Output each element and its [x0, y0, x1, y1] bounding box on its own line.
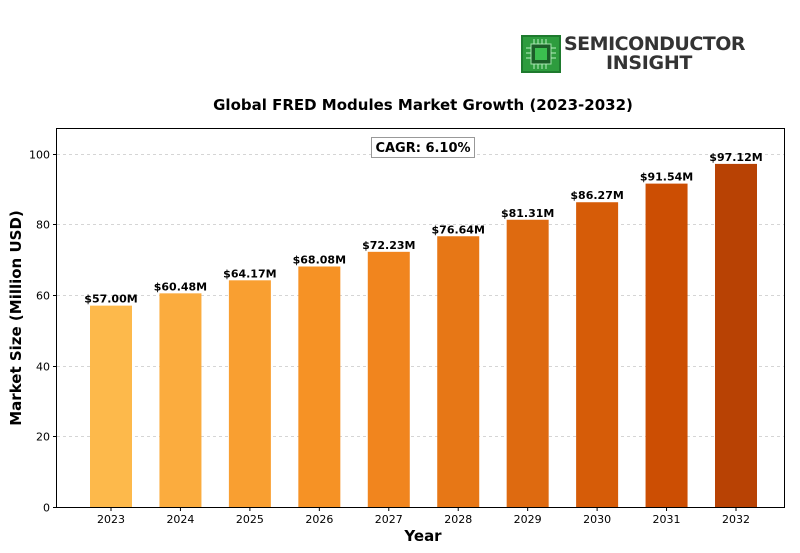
x-tick-label-2025: 2025: [236, 513, 264, 526]
bar-2029: [506, 219, 549, 508]
y-tick-label: 20: [36, 431, 50, 444]
bar-2032: [715, 163, 757, 507]
semiconductor-insight-logo: SEMICONDUCTOR INSIGHT: [521, 33, 751, 75]
data-label-2030: $86.27M: [570, 189, 623, 202]
chip-icon: [521, 35, 561, 73]
data-labels: $57.00M $60.48M $64.17M $68.08M $72.23M $76.6…: [84, 151, 762, 306]
data-label-2027: $72.23M: [362, 239, 415, 252]
x-axis-label: Year: [403, 527, 442, 545]
chart-title: Global FRED Modules Market Growth (2023-…: [213, 96, 633, 114]
data-label-2029: $81.31M: [501, 207, 554, 220]
y-tick-label: 40: [36, 361, 50, 374]
x-axis-ticks: 2023 2024 2025 2026 2027 2028 2029 2030 2031 2032: [97, 507, 750, 526]
x-tick-label-2024: 2024: [166, 513, 194, 526]
y-tick-label: 0: [43, 502, 50, 515]
x-tick-label-2029: 2029: [514, 513, 542, 526]
bar-2024: [159, 293, 202, 507]
logo-text-line1: SEMICONDUCTOR: [564, 33, 746, 55]
data-label-2023: $57.00M: [84, 293, 137, 306]
data-label-2028: $76.64M: [432, 223, 485, 236]
bar-2027: [367, 251, 410, 507]
cagr-text: CAGR: 6.10%: [375, 141, 470, 156]
data-label-2024: $60.48M: [154, 280, 207, 293]
x-tick-label-2032: 2032: [722, 513, 750, 526]
x-tick-label-2030: 2030: [583, 513, 611, 526]
bar-2023: [90, 305, 132, 507]
bar-2028: [437, 236, 480, 507]
y-tick-label: 60: [36, 290, 50, 303]
data-label-2032: $97.12M: [709, 151, 762, 164]
data-label-2025: $64.17M: [223, 267, 276, 280]
bars: [90, 163, 757, 508]
data-label-2031: $91.54M: [640, 171, 693, 184]
x-tick-label-2027: 2027: [375, 513, 403, 526]
cagr-annotation: CAGR: 6.10%: [371, 137, 475, 158]
plot-frame: [56, 128, 785, 508]
x-tick-label-2023: 2023: [97, 513, 125, 526]
data-label-2026: $68.08M: [293, 253, 346, 266]
bar-2025: [228, 280, 271, 507]
bar-2026: [298, 266, 341, 507]
bar-2031: [645, 183, 688, 507]
y-axis-ticks: 0 20 40 60 80 100: [29, 149, 57, 515]
logo-text-line2: INSIGHT: [606, 52, 693, 74]
x-tick-label-2026: 2026: [305, 513, 333, 526]
x-tick-label-2031: 2031: [653, 513, 681, 526]
y-tick-label: 80: [36, 219, 50, 232]
y-tick-label: 100: [29, 149, 50, 162]
y-axis-label: Market Size (Million USD): [7, 210, 25, 426]
bar-2030: [576, 202, 619, 507]
x-tick-label-2028: 2028: [444, 513, 472, 526]
